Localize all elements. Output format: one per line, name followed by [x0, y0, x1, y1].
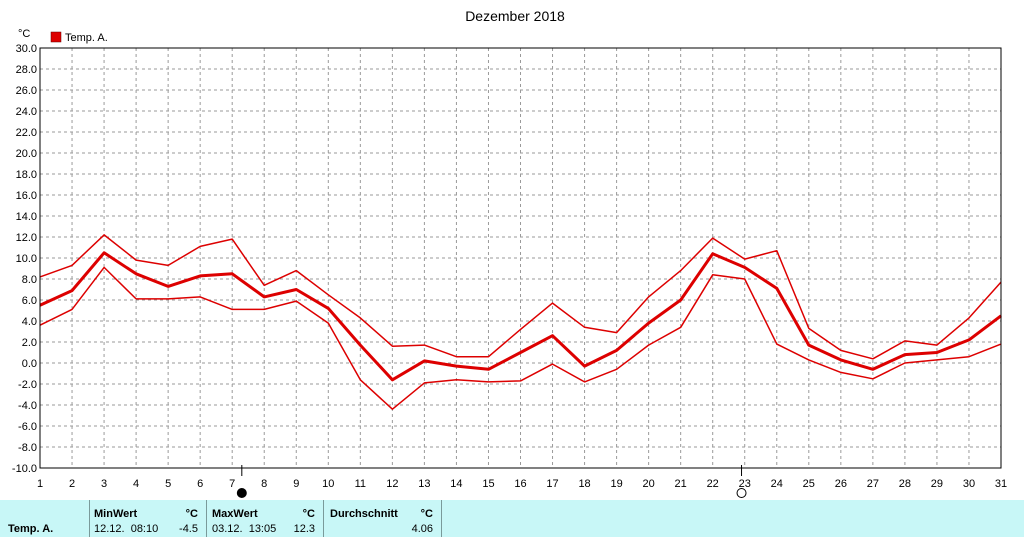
- axis-ticks: 30.028.026.024.022.020.018.016.014.012.0…: [12, 43, 1007, 490]
- y-tick-label: 18.0: [16, 169, 37, 181]
- x-tick-label: 20: [643, 478, 655, 490]
- x-tick-label: 3: [101, 478, 107, 490]
- x-tick-label: 31: [995, 478, 1007, 490]
- avg-header: Durchschnitt: [330, 508, 398, 520]
- stats-row-label-cell: Temp. A.: [0, 500, 90, 537]
- y-tick-label: -8.0: [18, 442, 37, 454]
- temperature-chart: Dezember 2018 °C Temp. A. 30.028.026.024…: [12, 8, 1007, 498]
- y-tick-label: 6.0: [22, 295, 37, 307]
- stats-row-label: Temp. A.: [8, 523, 54, 535]
- new-moon-icon: [236, 488, 247, 498]
- y-tick-label: -10.0: [12, 463, 37, 475]
- y-tick-label: -4.0: [18, 400, 37, 412]
- x-tick-label: 21: [675, 478, 687, 490]
- x-tick-label: 14: [450, 478, 462, 490]
- max-cell: MaxWert °C 03.12. 13:05 12.3: [206, 500, 324, 537]
- x-tick-label: 10: [322, 478, 334, 490]
- y-tick-label: 22.0: [16, 127, 37, 139]
- legend-swatch: [50, 31, 62, 43]
- x-tick-label: 27: [867, 478, 879, 490]
- min-value: -4.5: [179, 523, 198, 535]
- y-tick-label: 28.0: [16, 64, 37, 76]
- x-tick-label: 5: [165, 478, 171, 490]
- x-tick-label: 12: [386, 478, 398, 490]
- series-lines: [39, 234, 1002, 410]
- y-tick-label: 12.0: [16, 232, 37, 244]
- x-tick-label: 26: [835, 478, 847, 490]
- x-tick-label: 25: [803, 478, 815, 490]
- x-tick-label: 29: [931, 478, 943, 490]
- x-tick-label: 4: [133, 478, 139, 490]
- min-unit: °C: [185, 508, 198, 520]
- x-tick-label: 23: [739, 478, 751, 490]
- moon-markers: [236, 465, 747, 498]
- y-tick-label: 30.0: [16, 43, 37, 55]
- max-unit: °C: [302, 508, 315, 520]
- x-tick-label: 18: [578, 478, 590, 490]
- full-moon-icon: [736, 488, 747, 498]
- min-cell: MinWert °C 12.12. 08:10 -4.5: [89, 500, 207, 537]
- y-tick-label: 8.0: [22, 274, 37, 286]
- y-tick-label: 26.0: [16, 85, 37, 97]
- x-tick-label: 19: [610, 478, 622, 490]
- x-tick-label: 7: [229, 478, 235, 490]
- x-tick-label: 8: [261, 478, 267, 490]
- x-tick-label: 2: [69, 478, 75, 490]
- min-datetime: 12.12. 08:10: [94, 523, 159, 535]
- x-tick-label: 6: [197, 478, 203, 490]
- y-tick-label: -2.0: [18, 379, 37, 391]
- statistics-panel: Temp. A. MinWert °C 12.12. 08:10 -4.5 Ma…: [0, 500, 1024, 537]
- x-tick-label: 30: [963, 478, 975, 490]
- y-tick-label: -6.0: [18, 421, 37, 433]
- legend-label: Temp. A.: [65, 32, 108, 44]
- y-tick-label: 0.0: [22, 358, 37, 370]
- grid-lines: [40, 48, 1001, 468]
- x-tick-label: 22: [707, 478, 719, 490]
- x-tick-label: 17: [546, 478, 558, 490]
- x-tick-label: 11: [355, 478, 366, 490]
- y-tick-label: 14.0: [16, 211, 37, 223]
- y-tick-label: 4.0: [22, 316, 37, 328]
- min-header: MinWert: [94, 508, 138, 520]
- x-tick-label: 16: [514, 478, 526, 490]
- avg-unit: °C: [420, 508, 433, 520]
- series-line-max: [39, 234, 1002, 360]
- y-tick-label: 24.0: [16, 106, 37, 118]
- x-tick-label: 15: [482, 478, 494, 490]
- series-line-min: [39, 266, 1002, 410]
- x-tick-label: 9: [293, 478, 299, 490]
- y-tick-label: 2.0: [22, 337, 37, 349]
- y-tick-label: 10.0: [16, 253, 37, 265]
- x-tick-label: 1: [37, 478, 43, 490]
- x-tick-label: 13: [418, 478, 430, 490]
- max-value: 12.3: [293, 523, 315, 535]
- x-tick-label: 24: [771, 478, 783, 490]
- max-datetime: 03.12. 13:05: [212, 523, 277, 535]
- y-tick-label: 16.0: [16, 190, 37, 202]
- avg-cell: Durchschnitt °C 4.06: [323, 500, 442, 537]
- max-header: MaxWert: [212, 508, 258, 520]
- chart-title: Dezember 2018: [465, 8, 565, 24]
- series-line-avg: [39, 251, 1002, 382]
- y-tick-label: 20.0: [16, 148, 37, 160]
- plot-frame: [39, 47, 1002, 469]
- x-tick-label: 28: [899, 478, 911, 490]
- y-axis-unit: °C: [18, 28, 30, 40]
- avg-value: 4.06: [411, 523, 433, 535]
